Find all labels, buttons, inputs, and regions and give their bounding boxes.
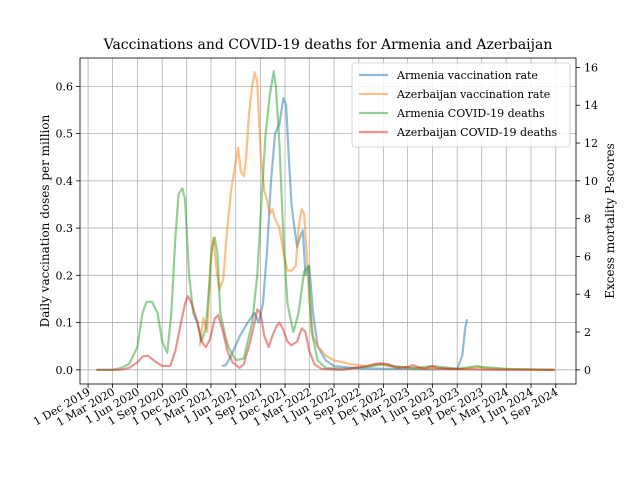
- y-tick-label: 0.6: [56, 80, 74, 93]
- legend-label-armenia-deaths: Armenia COVID-19 deaths: [396, 107, 545, 120]
- legend-label-armenia-vaccination: Armenia vaccination rate: [396, 69, 538, 82]
- legend-box: [351, 62, 571, 148]
- right-y-tick-label: 4: [584, 288, 591, 301]
- right-y-tick-label: 2: [584, 326, 591, 339]
- y-tick-label: 0.3: [56, 222, 74, 235]
- right-y-tick-label: 14: [584, 99, 598, 112]
- right-y-tick-label: 8: [584, 213, 591, 226]
- y-tick-label: 0.2: [56, 269, 74, 282]
- right-y-axis: 0 2 4 6 8 10 12 14 16: [576, 61, 598, 377]
- right-y-axis-label: Excess mortality P-scores: [603, 143, 617, 298]
- y-tick-label: 0.5: [56, 128, 74, 141]
- legend: Armenia vaccination rate Azerbaijan vacc…: [351, 62, 571, 148]
- right-y-tick-label: 6: [584, 250, 591, 263]
- grid: [80, 58, 576, 384]
- series-line-azerbaijan-covid-19-deaths: [96, 295, 555, 371]
- plot-frame: [79, 57, 577, 385]
- left-y-axis-label: Daily vaccination doses per million: [38, 114, 52, 327]
- right-y-tick-label: 16: [584, 61, 598, 74]
- series-layer: [96, 70, 555, 371]
- left-y-axis: 0.0 0.1 0.2 0.3 0.4 0.5 0.6: [56, 80, 80, 377]
- legend-label-azerbaijan-vaccination: Azerbaijan vaccination rate: [396, 88, 550, 101]
- right-y-tick-label: 0: [584, 364, 591, 377]
- y-tick-label: 0.1: [56, 317, 74, 330]
- y-tick-label: 0.4: [56, 175, 74, 188]
- chart-title: Vaccinations and COVID-19 deaths for Arm…: [103, 37, 553, 53]
- legend-label-azerbaijan-deaths: Azerbaijan COVID-19 deaths: [396, 126, 558, 139]
- y-tick-label: 0.0: [56, 364, 74, 377]
- right-y-tick-label: 12: [584, 137, 598, 150]
- right-y-tick-label: 10: [584, 175, 598, 188]
